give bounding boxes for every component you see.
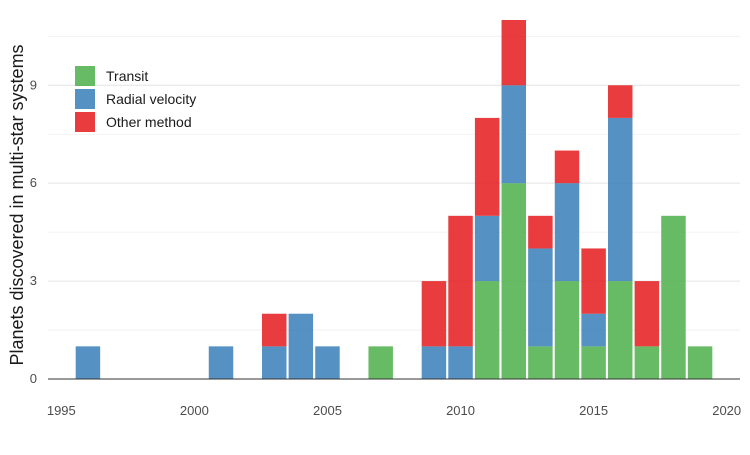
bar-other-method-2013: [528, 215, 553, 249]
x-tick-label: 2010: [446, 403, 475, 418]
bar-radial-velocity-2016: [607, 117, 633, 282]
y-axis-label: Planets discovered in multi-star systems: [7, 44, 27, 365]
bar-transit-2014: [554, 281, 580, 379]
bar-transit-2017: [634, 346, 660, 379]
y-tick-label: 6: [30, 175, 37, 190]
legend-label: Transit: [106, 68, 148, 84]
bar-radial-velocity-2001: [208, 346, 234, 379]
bar-radial-velocity-2011: [474, 215, 500, 282]
legend-swatch: [75, 112, 95, 132]
y-tick-label: 3: [30, 273, 37, 288]
bar-radial-velocity-1996: [75, 346, 101, 379]
axes: 1995 2000 2005 2010 2015 2020 0 3 6 9: [30, 77, 741, 418]
bar-transit-2011: [474, 281, 500, 379]
bar-other-method-2011: [474, 117, 500, 216]
bar-other-method-2016: [607, 85, 633, 118]
x-tick-label: 2020: [712, 403, 741, 418]
bar-radial-velocity-2009: [421, 346, 447, 379]
bar-other-method-2014: [554, 150, 580, 184]
bar-transit-2013: [528, 346, 553, 379]
bar-other-method-2012: [501, 20, 527, 86]
bar-transit-2012: [501, 183, 527, 379]
bar-transit-2019: [687, 346, 713, 379]
bar-other-method-2010: [448, 215, 473, 347]
grid: [48, 35, 740, 331]
bar-radial-velocity-2003: [261, 346, 287, 379]
bar-other-method-2015: [581, 248, 606, 314]
bar-radial-velocity-2013: [528, 248, 553, 347]
y-tick-label: 9: [30, 77, 37, 92]
bar-transit-2018: [661, 215, 686, 379]
legend-swatch: [75, 66, 95, 86]
bars: [75, 20, 713, 379]
bar-other-method-2017: [634, 281, 660, 347]
bar-other-method-2009: [421, 281, 447, 347]
legend-label: Other method: [106, 114, 192, 130]
bar-radial-velocity-2015: [581, 313, 606, 347]
x-tick-label: 2000: [180, 403, 209, 418]
bar-other-method-2003: [261, 313, 287, 347]
bar-radial-velocity-2010: [448, 346, 473, 379]
x-tick-label: 1995: [47, 403, 76, 418]
bar-transit-2015: [581, 346, 606, 379]
x-tick-label: 2005: [313, 403, 342, 418]
bar-transit-2007: [368, 346, 393, 379]
bar-radial-velocity-2004: [288, 313, 314, 379]
y-tick-label: 0: [30, 371, 37, 386]
x-tick-label: 2015: [579, 403, 608, 418]
legend-swatch: [75, 89, 95, 109]
bar-radial-velocity-2005: [315, 346, 340, 379]
legend-label: Radial velocity: [106, 91, 196, 107]
bar-transit-2016: [607, 281, 633, 379]
bar-radial-velocity-2014: [554, 183, 580, 282]
bar-radial-velocity-2012: [501, 85, 527, 184]
legend: Transit Radial velocity Other method: [75, 66, 196, 132]
